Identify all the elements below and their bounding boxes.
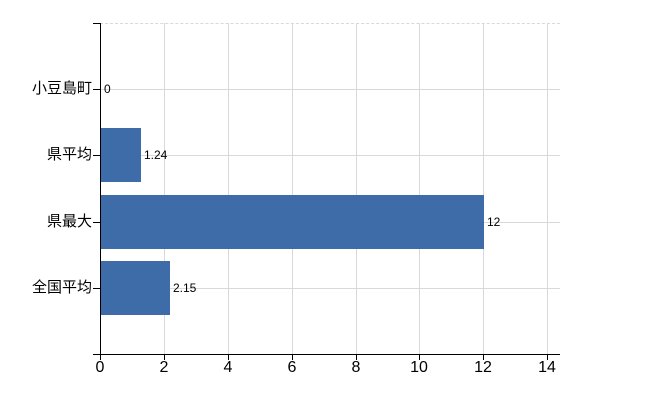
x-axis-tick	[164, 354, 165, 360]
x-axis-tick	[356, 354, 357, 360]
gridline-vertical	[227, 23, 229, 354]
x-axis-tick	[547, 354, 548, 360]
y-axis-tick	[93, 155, 100, 156]
gridline-horizontal	[100, 89, 560, 90]
gridline-vertical	[355, 23, 357, 354]
gridline-vertical	[483, 23, 485, 354]
x-axis-tick	[100, 354, 101, 360]
category-label: 小豆島町	[31, 80, 92, 97]
category-label: 県最大	[46, 213, 92, 230]
x-axis-tick	[228, 354, 229, 360]
value-label: 2.15	[173, 281, 197, 295]
x-axis-tick-label: 10	[410, 359, 428, 376]
x-axis-tick-label: 6	[287, 359, 297, 376]
y-axis-tick	[93, 354, 100, 355]
category-label: 県平均	[46, 146, 92, 163]
value-label: 12	[487, 215, 501, 229]
x-axis-tick-label: 8	[351, 359, 361, 376]
category-label: 全国平均	[31, 279, 92, 296]
bar-3	[101, 261, 170, 315]
x-axis-tick	[292, 354, 293, 360]
x-axis-tick-label: 4	[223, 359, 233, 376]
gridline-vertical	[291, 23, 293, 354]
x-axis-tick-label: 14	[538, 359, 556, 376]
y-axis-tick	[93, 89, 100, 90]
gridline-vertical	[163, 23, 165, 354]
gridline-horizontal	[100, 155, 560, 156]
x-axis-tick-label: 12	[474, 359, 492, 376]
gridline-vertical	[547, 23, 549, 354]
gridline-horizontal	[100, 288, 560, 289]
bar-1	[101, 128, 141, 182]
x-axis-tick	[483, 354, 484, 360]
plot-top-border	[100, 23, 560, 24]
y-axis-tick	[93, 288, 100, 289]
x-axis-tick-label: 0	[95, 359, 105, 376]
x-axis-tick-label: 2	[159, 359, 169, 376]
value-label: 1.24	[144, 148, 168, 162]
y-axis-line	[100, 23, 101, 355]
bar-2	[101, 195, 484, 249]
y-axis-tick	[93, 23, 100, 24]
x-axis-tick	[419, 354, 420, 360]
value-label: 0	[104, 82, 111, 96]
y-axis-tick	[93, 222, 100, 223]
x-axis-line	[93, 354, 560, 355]
gridline-vertical	[419, 23, 421, 354]
